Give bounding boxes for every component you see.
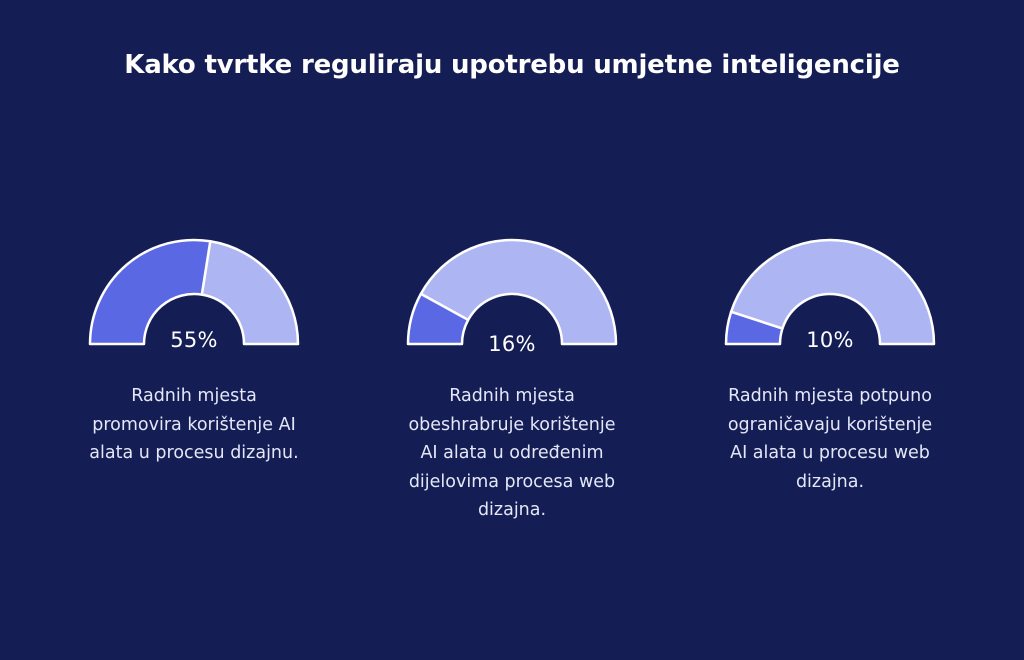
gauge-description: Radnih mjesta potpuno ograničavaju koriš…	[710, 382, 950, 496]
gauge-rest-segment	[419, 238, 618, 346]
description-line: obeshrabruje korištenje	[408, 414, 616, 435]
gauge-share-segment	[88, 238, 212, 346]
description-line: ograničavaju korištenje	[727, 414, 933, 435]
description-line: dijelovima procesa web	[408, 471, 616, 492]
gauge-chart-discourage	[406, 238, 618, 346]
gauge-description: Radnih mjesta promovira korištenje AI al…	[74, 382, 314, 468]
gauge-panel-promote: 55% Radnih mjesta promovira korištenje A…	[74, 238, 314, 538]
gauge-share-segment	[406, 292, 470, 346]
description-line: AI alata u određenim	[420, 443, 604, 463]
gauge-value-label: 16%	[488, 332, 536, 356]
gauge-panel-restrict: 10% Radnih mjesta potpuno ograničavaju k…	[710, 238, 950, 538]
description-line: Radnih mjesta	[131, 386, 257, 406]
gauge-panel-discourage: 16% Radnih mjesta obeshrabruje korištenj…	[392, 238, 632, 538]
gauge-share-segment	[724, 310, 784, 346]
gauge-rest-segment	[200, 240, 300, 346]
description-line: alata u procesu dizajnu.	[89, 443, 299, 463]
gauge-chart-restrict	[724, 238, 936, 346]
gauge-description: Radnih mjesta obeshrabruje korištenje AI…	[392, 382, 632, 525]
gauge-value-label: 10%	[806, 328, 854, 352]
description-line: Radnih mjesta	[449, 386, 575, 406]
description-line: dizajna.	[477, 500, 547, 520]
description-line: Radnih mjesta potpuno	[728, 386, 932, 406]
description-line: dizajna.	[795, 471, 865, 492]
gauge-chart-promote	[88, 238, 300, 346]
chart-title: Kako tvrtke reguliraju upotrebu umjetne …	[124, 50, 900, 80]
gauge-value-label: 55%	[170, 328, 218, 352]
gauge-rest-segment	[729, 238, 936, 346]
description-line: AI alata u procesu web	[730, 443, 930, 463]
description-line: promovira korištenje AI	[92, 414, 296, 435]
